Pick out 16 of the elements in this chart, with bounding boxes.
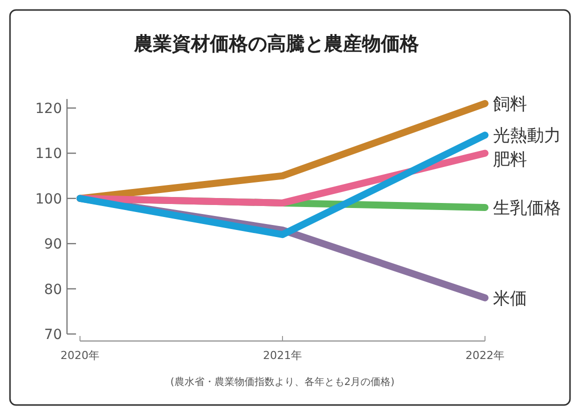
- y-tick-label: 80: [44, 282, 62, 298]
- series-label: 光熱動力: [493, 126, 561, 146]
- series-label: 肥料: [493, 150, 527, 170]
- y-tick-label: 120: [35, 101, 62, 118]
- y-tick-label: 110: [35, 146, 62, 162]
- y-tick-label: 90: [44, 236, 62, 253]
- series-label: 生乳価格: [493, 198, 561, 218]
- x-tick-label: 2020年: [60, 349, 100, 362]
- y-tick-label: 100: [35, 191, 62, 208]
- x-tick-label: 2022年: [466, 349, 504, 362]
- y-tick-label: 70: [44, 327, 62, 343]
- series-label: 米価: [493, 288, 527, 309]
- x-tick-label: 2021年: [263, 349, 302, 362]
- chart-title: 農業資材価格の高騰と農産物価格: [133, 33, 420, 55]
- text: (農水省・農業物価指数より、各年とも2月の価格): [170, 376, 395, 388]
- series-label: 飼料: [493, 94, 527, 115]
